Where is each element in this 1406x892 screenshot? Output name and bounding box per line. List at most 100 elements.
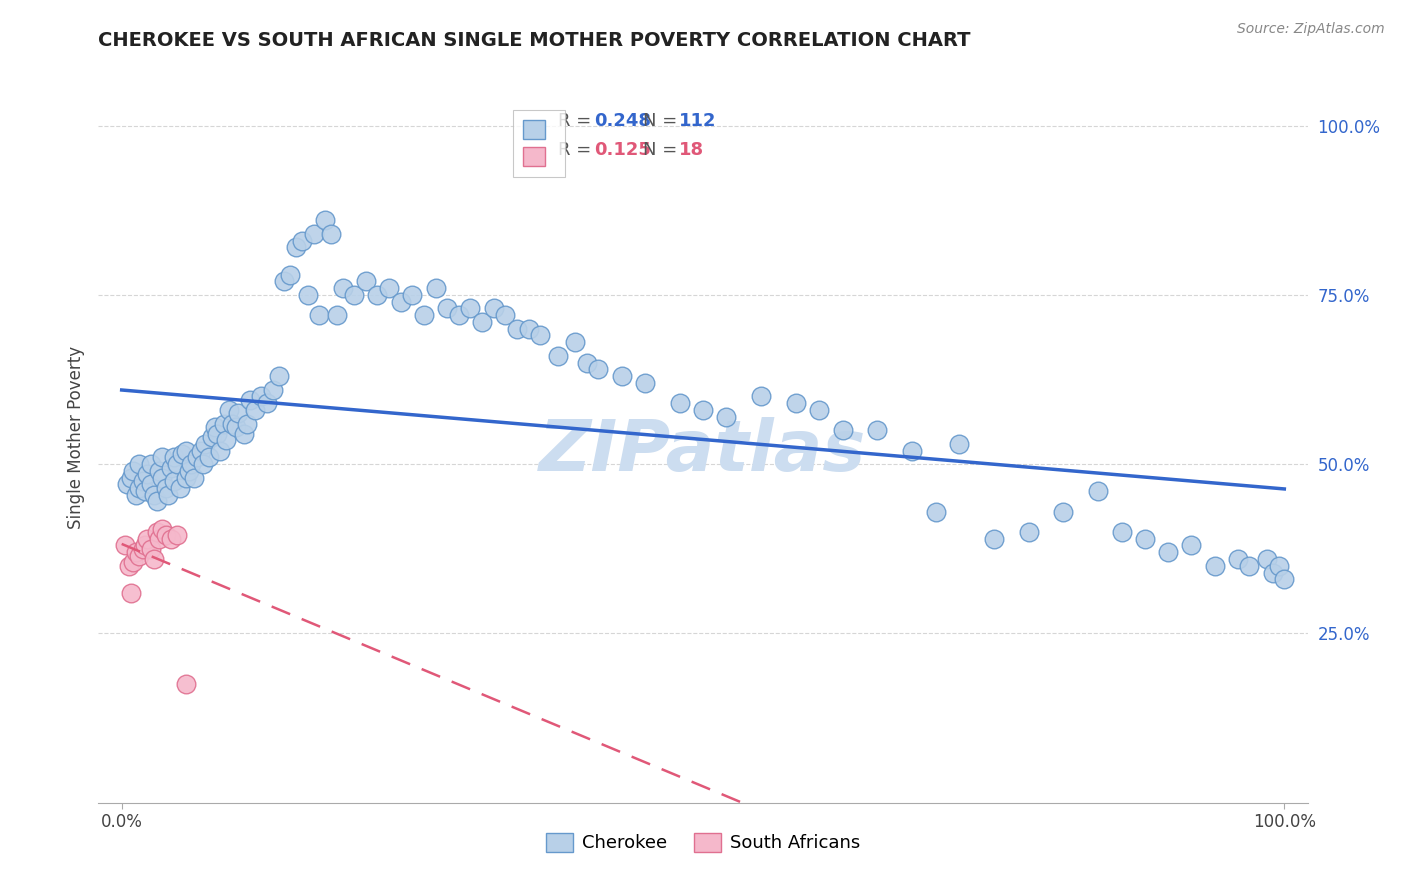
Point [136,467,159,482]
Point [134,484,156,499]
Point [425,281,447,295]
Point [326,308,349,322]
Point [1133,532,1156,546]
Point [983,532,1005,546]
Point [179,464,201,478]
Point [314,213,336,227]
Point [866,423,889,437]
Point [831,423,853,437]
Point [319,227,342,241]
Point [117,477,139,491]
Point [174,677,197,691]
Text: CHEROKEE VS SOUTH AFRICAN SINGLE MOTHER POVERTY CORRELATION CHART: CHEROKEE VS SOUTH AFRICAN SINGLE MOTHER … [98,31,972,50]
Point [482,301,505,316]
Point [285,240,308,254]
Point [1087,484,1109,499]
Point [122,464,145,478]
Point [1111,524,1133,539]
Point [1226,552,1249,566]
Point [215,434,238,448]
Point [634,376,657,390]
Point [201,430,224,444]
Point [256,396,278,410]
Point [389,294,412,309]
Point [150,521,173,535]
Point [155,481,177,495]
Point [517,322,540,336]
Point [332,281,354,295]
Point [1052,505,1074,519]
Point [278,268,301,282]
Point [529,328,551,343]
Point [1204,558,1226,573]
Point [148,532,170,546]
Point [297,288,319,302]
Point [174,443,197,458]
Point [924,505,946,519]
Point [447,308,470,322]
Point [226,406,249,420]
Point [186,450,208,465]
Point [128,549,150,563]
Point [194,437,217,451]
Point [150,471,173,485]
Point [302,227,325,241]
Point [120,471,142,485]
Legend: Cherokee, South Africans: Cherokee, South Africans [538,826,868,860]
Point [166,457,188,471]
Point [139,477,162,491]
Point [131,474,153,488]
Point [413,308,436,322]
Point [1256,552,1278,566]
Point [204,420,226,434]
Point [139,541,162,556]
Point [143,552,166,566]
Point [169,481,191,495]
Point [366,288,388,302]
Point [250,389,273,403]
Point [120,586,142,600]
Point [118,558,141,573]
Point [354,274,377,288]
Point [150,450,173,465]
Point [588,362,610,376]
Point [239,392,262,407]
Point [291,234,314,248]
Point [166,528,188,542]
Point [236,417,259,431]
Point [191,457,214,471]
Point [1272,572,1295,586]
Point [134,538,156,552]
Text: R =: R = [558,141,591,160]
Point [401,288,423,302]
Point [124,488,146,502]
Point [343,288,366,302]
Point [221,417,243,431]
Point [180,457,202,471]
Point [225,420,247,434]
Point [471,315,494,329]
Point [136,532,159,546]
Text: R =: R = [558,112,591,130]
Point [308,308,330,322]
Point [163,474,186,488]
Point [232,426,254,441]
Point [124,545,146,559]
Point [575,355,598,369]
Point [148,464,170,478]
Text: 0.248: 0.248 [595,112,651,130]
Text: N =: N = [643,141,676,160]
Point [145,494,167,508]
Point [163,450,186,465]
Point [131,541,153,556]
Point [506,322,529,336]
Point [436,301,458,316]
Point [143,488,166,502]
Point [262,383,284,397]
Text: 0.125: 0.125 [595,141,651,160]
Point [273,274,295,288]
Point [267,369,290,384]
Point [1157,545,1180,559]
Point [494,308,516,322]
Point [212,417,235,431]
